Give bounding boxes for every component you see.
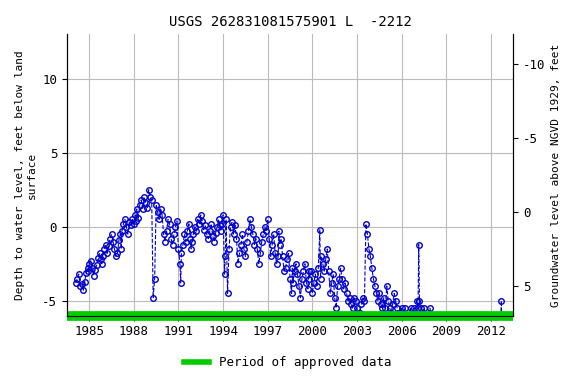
Title: USGS 262831081575901 L  -2212: USGS 262831081575901 L -2212 [169, 15, 411, 29]
Y-axis label: Groundwater level above NGVD 1929, feet: Groundwater level above NGVD 1929, feet [551, 43, 561, 306]
Y-axis label: Depth to water level, feet below land
surface: Depth to water level, feet below land su… [15, 50, 37, 300]
Legend: Period of approved data: Period of approved data [179, 351, 397, 374]
